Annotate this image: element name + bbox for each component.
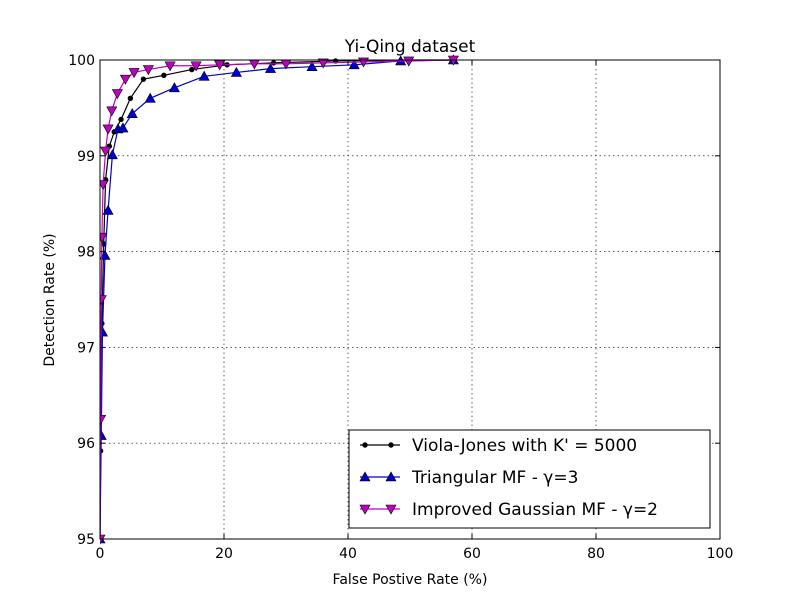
data-point — [214, 60, 226, 71]
y-tick-label: 99 — [77, 149, 95, 165]
data-point — [100, 232, 108, 243]
legend-label: Triangular MF - γ=3 — [411, 468, 578, 488]
series-3 — [100, 55, 459, 545]
data-point — [106, 149, 118, 160]
data-point — [230, 66, 242, 77]
legend: Viola-Jones with K' = 5000 Triangular MF … — [348, 429, 711, 529]
legend-label: Improved Gaussian MF - γ=2 — [412, 500, 658, 520]
x-tick-label: 40 — [339, 546, 357, 562]
legend-entry: Viola-Jones with K' = 5000 — [360, 436, 637, 456]
legend-marker — [359, 471, 371, 482]
y-tick-label: 97 — [77, 340, 95, 356]
data-point — [126, 108, 138, 118]
data-point — [102, 204, 114, 215]
plot-area-frame — [99, 59, 721, 540]
series-2 — [100, 54, 459, 544]
y-tick-label: 100 — [68, 53, 95, 69]
legend-marker — [385, 471, 397, 482]
data-point — [306, 61, 318, 72]
data-point — [128, 68, 140, 79]
data-point — [117, 122, 129, 133]
y-tick-label: 96 — [77, 436, 95, 452]
x-axis-label: False Postive Rate (%) — [333, 572, 488, 588]
y-tick-label: 95 — [77, 532, 95, 548]
data-point — [198, 70, 210, 81]
legend-entry: Improved Gaussian MF - γ=2 — [359, 500, 658, 520]
legend-label: Viola-Jones with K' = 5000 — [412, 436, 637, 456]
y-tick-label: 98 — [77, 245, 95, 261]
data-point — [403, 56, 415, 67]
axis-ticks: 0 20 40 60 80 100 95 96 97 98 99 100 — [68, 53, 733, 562]
legend-marker — [362, 442, 368, 448]
data-point — [111, 89, 123, 100]
data-point — [317, 58, 329, 69]
series-group — [100, 54, 459, 545]
data-point — [144, 92, 156, 103]
data-point — [100, 429, 107, 440]
data-point — [190, 61, 202, 72]
legend-box — [348, 429, 711, 529]
x-tick-label: 100 — [707, 546, 734, 562]
data-point — [189, 66, 195, 73]
x-tick-label: 20 — [215, 546, 233, 562]
data-point — [264, 63, 277, 73]
data-point — [100, 326, 108, 337]
y-axis-label: Detection Rate (%) — [42, 233, 58, 366]
legend-entry: Triangular MF - γ=3 — [359, 468, 578, 488]
data-point — [106, 106, 118, 117]
data-point — [100, 295, 107, 306]
data-point — [118, 116, 124, 123]
legend-marker — [359, 504, 371, 515]
data-point — [127, 95, 134, 102]
chart-title: Yi-Qing dataset — [344, 37, 476, 57]
x-tick-label: 0 — [96, 546, 105, 562]
data-point — [100, 180, 109, 191]
data-point — [142, 65, 154, 76]
data-point — [140, 76, 147, 82]
data-point — [348, 59, 360, 70]
data-point — [100, 146, 112, 157]
legend-marker — [388, 442, 394, 448]
series-line — [100, 59, 454, 540]
data-point — [100, 249, 111, 260]
legend-marker — [385, 504, 397, 515]
data-point — [164, 61, 176, 72]
data-point — [119, 74, 131, 85]
grid — [100, 60, 720, 539]
data-point — [161, 72, 167, 79]
x-tick-label: 60 — [463, 546, 481, 562]
data-point — [102, 124, 114, 135]
x-tick-label: 80 — [587, 546, 605, 562]
data-point — [100, 414, 107, 425]
data-point — [168, 82, 180, 93]
